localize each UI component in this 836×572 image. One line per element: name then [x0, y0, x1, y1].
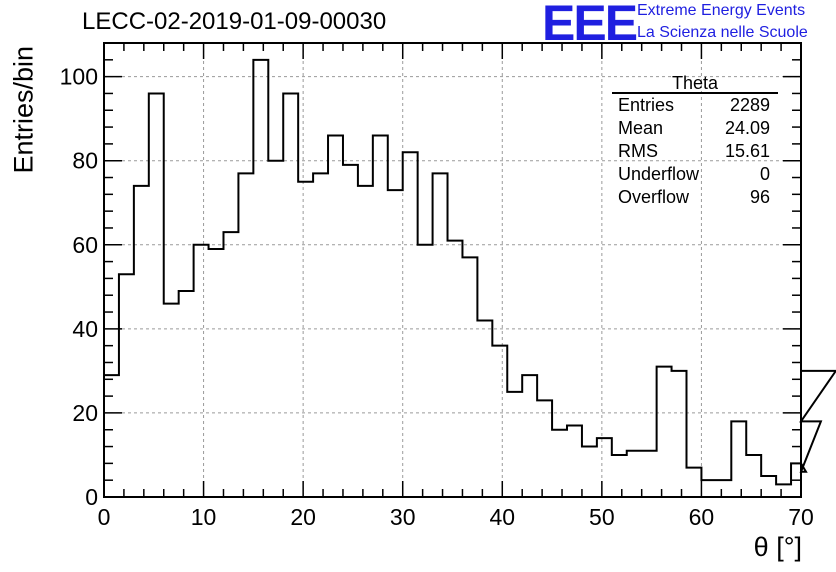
x-tick-label: 50: [589, 504, 615, 530]
x-tick-label: 20: [290, 504, 316, 530]
y-tick-label: 0: [85, 484, 98, 510]
x-axis-label: θ [°]: [753, 532, 802, 562]
stats-label: Overflow: [618, 187, 690, 207]
stats-label: Mean: [618, 118, 664, 138]
stats-value: 96: [749, 187, 770, 207]
stats-label: Entries: [618, 95, 675, 115]
y-tick-label: 80: [72, 148, 98, 174]
y-tick-label: 60: [72, 232, 98, 258]
stats-row-rms: RMS 15.61: [612, 140, 778, 163]
stats-row-underflow: Underflow 0: [612, 163, 778, 186]
x-tick-label: 60: [689, 504, 715, 530]
stats-row-mean: Mean 24.09: [612, 117, 778, 140]
stats-label: RMS: [618, 141, 658, 161]
stats-value: 15.61: [724, 141, 770, 161]
stats-value: 2289: [729, 95, 770, 115]
logo-subtitle-line1: Extreme Energy Events: [637, 2, 806, 19]
x-tick-label: 40: [489, 504, 515, 530]
plot-frame: [103, 42, 802, 498]
stats-row-overflow: Overflow 96: [612, 186, 778, 209]
axis-ticks: [103, 42, 802, 498]
stats-value: 0: [759, 164, 770, 184]
run-title: LECC-02-2019-01-09-00030: [82, 8, 387, 35]
x-tick-label: 10: [191, 504, 217, 530]
y-tick-label: 40: [72, 316, 98, 342]
y-tick-label: 20: [72, 400, 98, 426]
stats-label: Underflow: [618, 164, 700, 184]
y-tick-label: 100: [60, 64, 98, 90]
x-tick-label: 70: [788, 504, 814, 530]
stats-box: Theta Entries 2289 Mean 24.09 RMS 15.61 …: [612, 74, 778, 209]
grid-lines: [104, 43, 801, 497]
stats-row-entries: Entries 2289: [612, 94, 778, 117]
x-tick-label: 0: [98, 504, 111, 530]
tick-labels: 0 10 20 30 40 50 60 70 0 20 40 60 80 100: [60, 64, 814, 530]
logo-subtitle-line2: La Scienza nelle Scuole: [637, 24, 808, 41]
y-axis-label: Entries/bin: [8, 45, 39, 174]
stats-value: 24.09: [724, 118, 770, 138]
x-tick-label: 30: [390, 504, 416, 530]
histogram-series: [104, 58, 836, 486]
stats-title: Theta: [612, 74, 778, 94]
